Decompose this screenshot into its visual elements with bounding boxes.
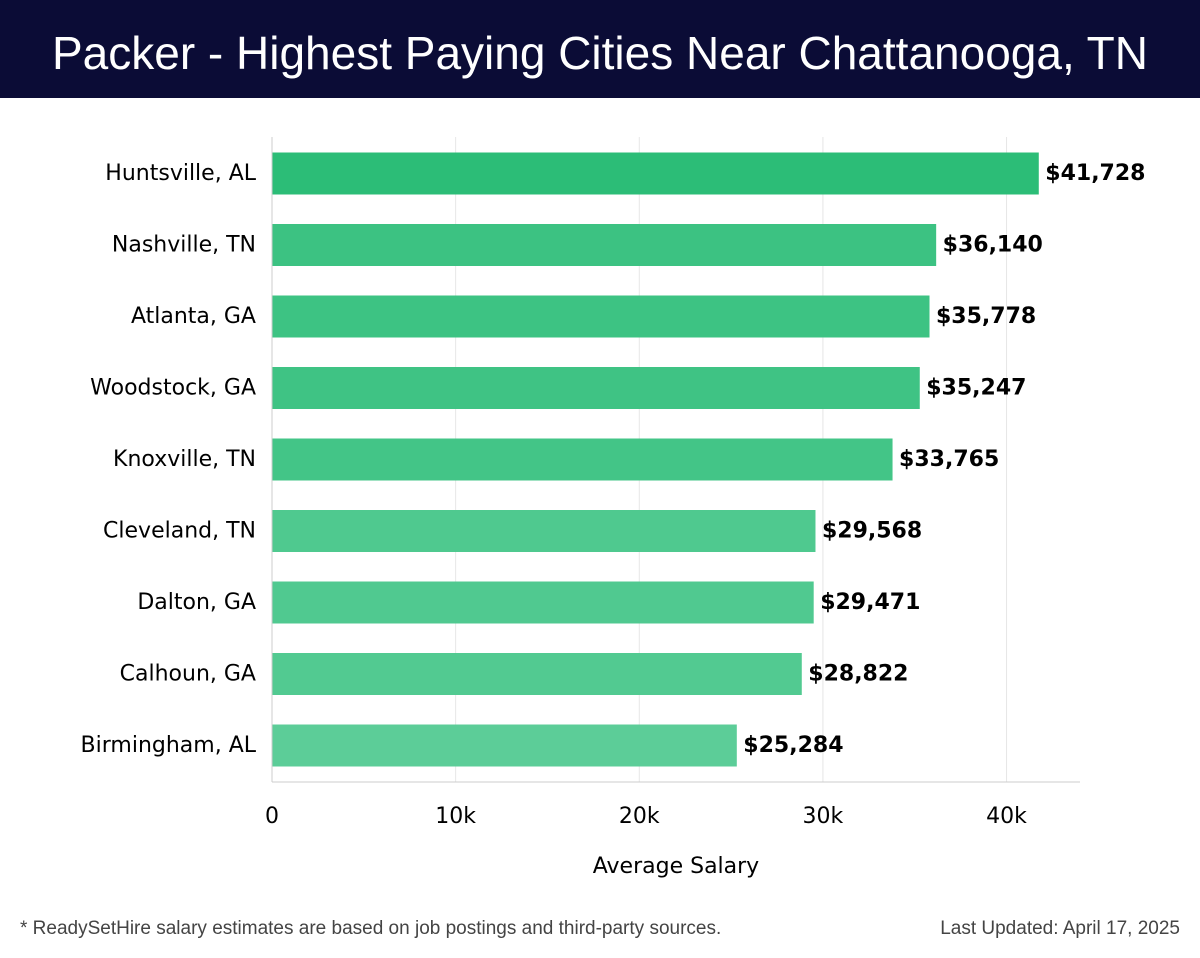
data-label: $28,822 [808, 662, 908, 687]
last-updated: Last Updated: April 17, 2025 [940, 918, 1180, 939]
x-tick-label: 0 [265, 804, 279, 829]
category-label: Cleveland, TN [103, 519, 256, 544]
x-tick-label: 30k [803, 804, 844, 829]
category-label: Knoxville, TN [113, 447, 256, 472]
bar [272, 224, 937, 266]
category-label: Calhoun, GA [120, 662, 256, 687]
bar [272, 152, 1039, 195]
category-label: Dalton, GA [137, 590, 256, 615]
x-tick-label: 40k [986, 804, 1027, 829]
category-label: Huntsville, AL [105, 161, 256, 186]
data-label: $33,765 [899, 447, 999, 472]
data-label: $36,140 [943, 233, 1043, 258]
category-label: Nashville, TN [112, 233, 256, 258]
bar [272, 510, 816, 552]
footnote: * ReadySetHire salary estimates are base… [20, 918, 722, 939]
bar [272, 724, 737, 767]
data-label: $29,568 [822, 519, 922, 544]
data-label: $35,247 [926, 376, 1026, 401]
data-label: $25,284 [743, 733, 843, 758]
data-label: $29,471 [820, 590, 920, 615]
x-axis-title: Average Salary [593, 854, 759, 879]
bar [272, 367, 920, 409]
bar [272, 295, 930, 338]
x-tick-label: 10k [435, 804, 476, 829]
bar [272, 438, 893, 481]
bar [272, 653, 802, 695]
category-label: Atlanta, GA [131, 304, 256, 329]
bar [272, 581, 814, 624]
chart-title: Packer - Highest Paying Cities Near Chat… [51, 27, 1148, 79]
x-tick-label: 20k [619, 804, 660, 829]
header-bar: Packer - Highest Paying Cities Near Chat… [0, 0, 1200, 98]
data-label: $41,728 [1045, 161, 1145, 186]
category-label: Birmingham, AL [81, 733, 257, 758]
data-label: $35,778 [936, 304, 1036, 329]
category-label: Woodstock, GA [90, 376, 256, 401]
